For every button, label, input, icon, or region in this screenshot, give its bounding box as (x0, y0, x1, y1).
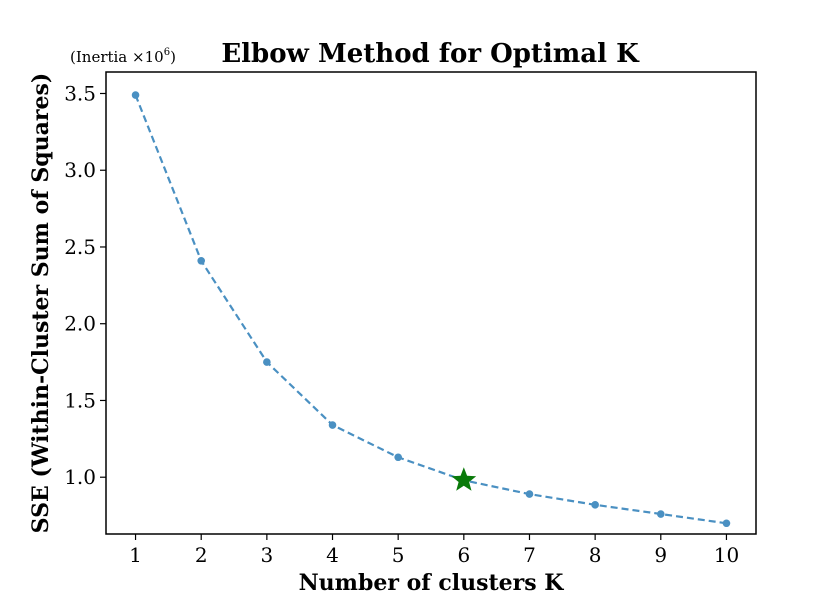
x-tick-label: 1 (129, 543, 142, 567)
y-axis-label: SSE (Within-Cluster Sum of Squares) (28, 73, 54, 534)
y-tick-label: 2.5 (64, 235, 96, 259)
data-point (131, 91, 140, 99)
x-tick-label: 5 (392, 543, 405, 567)
data-point (525, 490, 534, 498)
plot-area (105, 71, 757, 535)
sse-points (131, 91, 731, 528)
data-point (197, 256, 206, 265)
data-point (591, 501, 599, 509)
data-point (394, 453, 402, 462)
data-point (656, 510, 665, 518)
data-point (263, 358, 271, 366)
x-tick-label: 6 (457, 543, 470, 567)
x-tick-label: 3 (260, 543, 273, 567)
x-tick-label: 2 (195, 543, 208, 567)
y-tick-label: 1.0 (64, 465, 96, 489)
data-point (722, 519, 731, 528)
x-tick-label: 9 (654, 543, 667, 567)
y-tick-label: 3.0 (64, 158, 96, 182)
y-tick-label: 3.5 (64, 81, 96, 105)
sse-line (134, 94, 727, 525)
y-axis: 1.0 1.5 2.0 2.5 3.0 3.5 (64, 81, 106, 489)
x-axis-label: Number of clusters K (299, 570, 565, 596)
data-point (328, 421, 337, 429)
optimal-k-star-marker (451, 467, 477, 491)
x-axis: 1 2 3 4 5 6 7 8 9 10 (129, 534, 739, 567)
y-offset-label: (Inertia ×106) (70, 47, 176, 66)
chart-title: Elbow Method for Optimal K (221, 39, 640, 69)
x-tick-label: 8 (589, 543, 602, 567)
y-tick-label: 2.0 (64, 312, 96, 336)
y-tick-label: 1.5 (64, 388, 96, 412)
x-tick-label: 10 (714, 543, 739, 567)
x-tick-label: 4 (326, 543, 339, 567)
x-tick-label: 7 (523, 543, 536, 567)
